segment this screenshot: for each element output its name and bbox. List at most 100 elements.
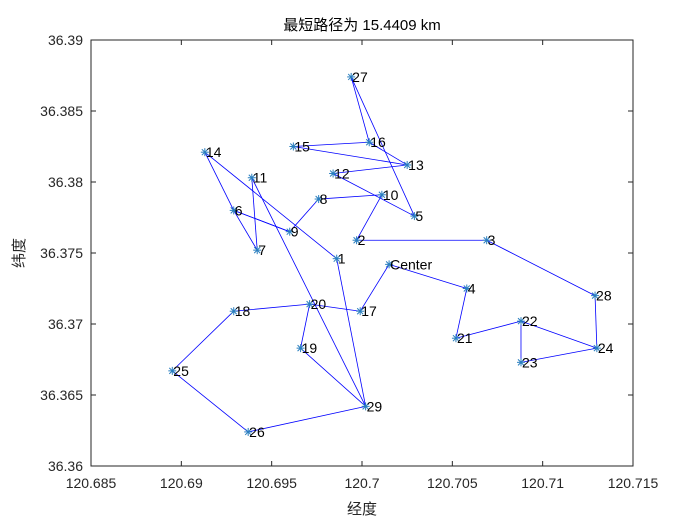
point-label: 10: [383, 187, 399, 203]
point-label: 9: [291, 224, 299, 240]
route-segment: [520, 320, 598, 349]
point-marker: [462, 284, 471, 293]
point-marker: [244, 427, 253, 436]
point-label: 2: [358, 232, 366, 248]
point-label: 6: [235, 202, 243, 218]
route-segment: [233, 210, 258, 251]
marker-stroke: [333, 255, 341, 263]
point-marker: [482, 236, 491, 245]
y-tick-label: 36.37: [48, 316, 83, 332]
marker-stroke: [362, 403, 369, 410]
marker-stroke: [230, 307, 238, 315]
point-marker: [247, 173, 256, 182]
point-marker: [253, 246, 262, 255]
route-segment: [333, 164, 408, 174]
point-marker: [168, 366, 177, 375]
point-marker: [305, 300, 314, 309]
route-segment: [293, 141, 370, 147]
route-segment: [204, 151, 337, 259]
marker-stroke: [463, 285, 471, 292]
marker-stroke: [452, 334, 460, 342]
point-marker: [314, 195, 323, 204]
route-segment: [369, 141, 408, 166]
route-segment: [251, 177, 258, 251]
point-label: 22: [522, 313, 538, 329]
point-label: 3: [488, 232, 496, 248]
point-label: 19: [302, 340, 318, 356]
marker-stroke: [248, 174, 256, 182]
marker-stroke: [315, 195, 322, 203]
route-segment: [594, 295, 598, 349]
route-segment: [300, 347, 366, 407]
point-marker: [451, 334, 460, 343]
marker-stroke: [517, 317, 525, 325]
marker-stroke: [353, 236, 360, 244]
point-label: 23: [522, 354, 538, 370]
route-segment: [204, 152, 235, 211]
point-marker: [229, 307, 238, 316]
point-label: 7: [258, 242, 266, 258]
point-marker: [352, 236, 361, 245]
route-segment: [300, 304, 310, 349]
route-segment: [172, 370, 249, 433]
route-segment: [233, 210, 290, 233]
route-segment: [356, 194, 383, 241]
route-segment: [289, 198, 319, 232]
route-segment: [455, 320, 522, 339]
point-marker: [229, 206, 238, 215]
point-label: 20: [311, 296, 327, 312]
y-tick-label: 36.36: [48, 458, 83, 474]
x-tick-label: 120.695: [246, 475, 297, 491]
chart-title: 最短路径为 15.4409 km: [283, 17, 441, 34]
route-lines: [172, 76, 598, 433]
point-label: 27: [352, 69, 368, 85]
route-segment: [486, 239, 596, 296]
route-segment: [455, 288, 468, 339]
marker-stroke: [244, 428, 252, 436]
marker-stroke: [253, 246, 261, 254]
x-tick-label: 120.715: [608, 475, 659, 491]
point-marker: [516, 317, 525, 326]
marker-stroke: [356, 307, 364, 315]
y-axis-title: 纬度: [11, 238, 28, 268]
point-marker: [592, 344, 601, 353]
point-marker: [410, 212, 419, 221]
marker-stroke: [347, 73, 355, 81]
marker-stroke: [365, 138, 373, 146]
point-marker: [332, 254, 341, 263]
point-label: 13: [408, 157, 424, 173]
point-label: 28: [596, 288, 612, 304]
x-tick-label: 120.705: [427, 475, 478, 491]
point-marker: [377, 190, 386, 199]
point-label: 11: [253, 170, 268, 186]
x-tick-label: 120.7: [344, 475, 379, 491]
marker-stroke: [591, 292, 599, 299]
marker-stroke: [230, 207, 238, 214]
point-marker: [385, 260, 394, 269]
marker-stroke: [378, 191, 386, 199]
route-segment: [350, 76, 415, 217]
point-marker: [329, 169, 338, 178]
route-segment: [233, 303, 310, 312]
point-label: 4: [468, 281, 476, 297]
point-label: 17: [361, 303, 377, 319]
point-label: 12: [334, 165, 350, 181]
point-label: 26: [249, 424, 265, 440]
x-tick-label: 120.685: [66, 475, 117, 491]
y-axis: 36.36 36.365 36.37 36.375 36.38 36.385 36.39: [40, 32, 633, 474]
marker-stroke: [483, 236, 491, 244]
point-label: 14: [206, 144, 222, 160]
route-segment: [388, 263, 467, 289]
point-markers: [168, 72, 601, 436]
y-tick-label: 36.39: [48, 32, 83, 48]
point-label: 29: [367, 398, 383, 414]
marker-stroke: [403, 161, 411, 169]
route-segment: [248, 405, 366, 433]
point-label: 21: [457, 330, 473, 346]
point-marker: [296, 344, 305, 353]
marker-stroke: [517, 358, 525, 366]
point-marker: [289, 142, 298, 151]
route-segment: [251, 177, 366, 407]
marker-stroke: [289, 143, 297, 150]
point-marker: [516, 358, 525, 367]
